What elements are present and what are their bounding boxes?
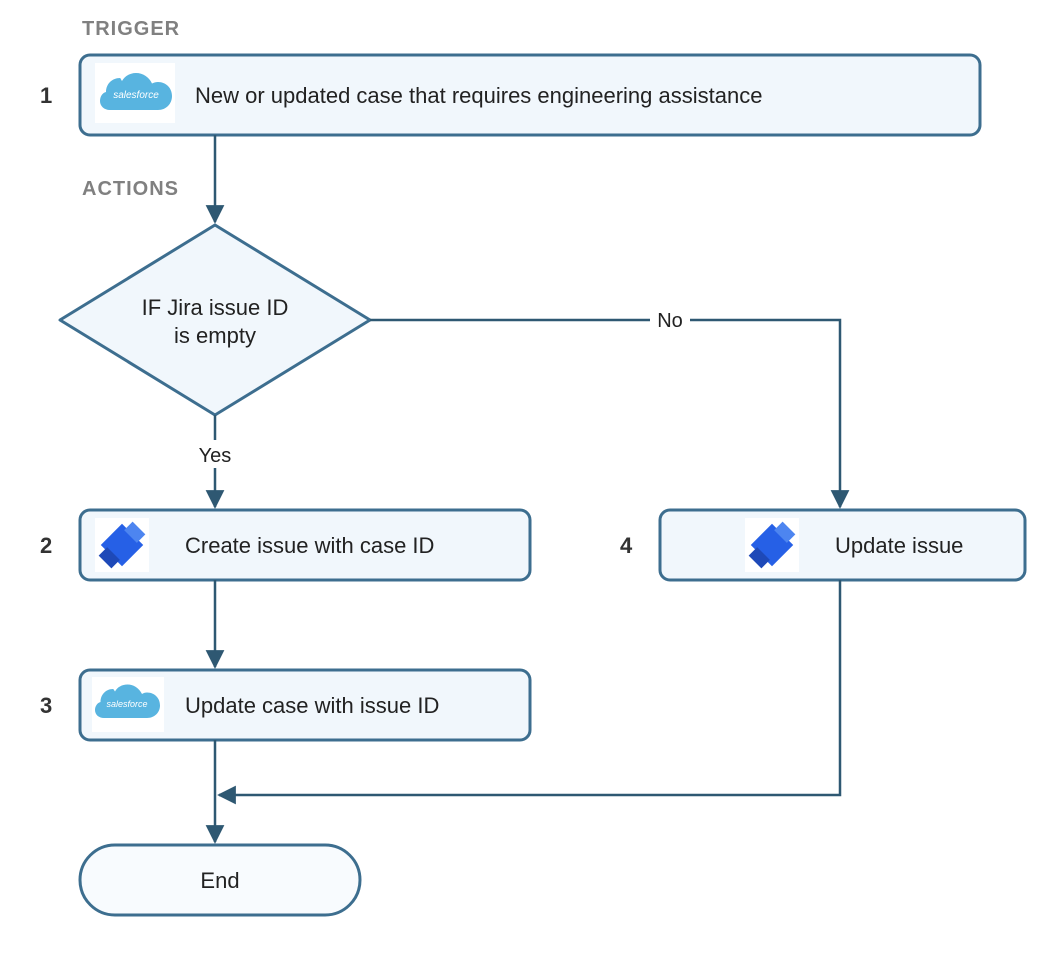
salesforce-icon: salesforce: [95, 63, 175, 123]
node-create-issue: Create issue with case ID: [80, 510, 530, 580]
svg-text:salesforce: salesforce: [106, 699, 147, 709]
node-create-issue-text: Create issue with case ID: [185, 533, 434, 558]
step-number-4: 4: [620, 533, 633, 558]
salesforce-icon: salesforce: [92, 677, 164, 732]
node-end-text: End: [200, 868, 239, 893]
node-update-issue-text: Update issue: [835, 533, 963, 558]
node-update-case: salesforce Update case with issue ID: [80, 670, 530, 740]
step-number-1: 1: [40, 83, 52, 108]
jira-icon: [94, 517, 149, 572]
node-decision-text-1: IF Jira issue ID: [142, 295, 289, 320]
node-decision-text-2: is empty: [174, 323, 256, 348]
section-trigger-label: TRIGGER: [82, 18, 180, 40]
node-trigger-text: New or updated case that requires engine…: [195, 83, 762, 108]
edge-yes-label: Yes: [199, 445, 232, 467]
edge-no-label: No: [657, 310, 683, 332]
node-update-case-text: Update case with issue ID: [185, 693, 439, 718]
jira-icon: [744, 517, 799, 572]
node-update-issue: Update issue: [660, 510, 1025, 580]
edge-decision-no: [370, 320, 840, 507]
node-end: End: [80, 845, 360, 915]
step-number-2: 2: [40, 533, 52, 558]
node-trigger: salesforce New or updated case that requ…: [80, 55, 980, 135]
step-number-3: 3: [40, 693, 52, 718]
node-decision: IF Jira issue ID is empty: [60, 225, 370, 415]
svg-text:salesforce: salesforce: [113, 90, 159, 101]
section-actions-label: ACTIONS: [82, 178, 179, 200]
